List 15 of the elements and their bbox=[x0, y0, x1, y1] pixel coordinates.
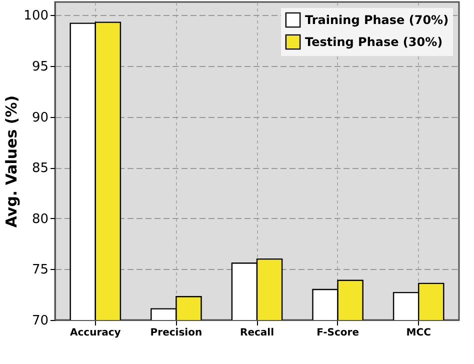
y-tick-label: 85 bbox=[32, 161, 48, 176]
y-tick-label: 75 bbox=[32, 262, 48, 278]
y-axis-title: Avg. Values (%) bbox=[2, 95, 21, 228]
x-tick-label: Precision bbox=[150, 328, 202, 338]
y-tick-label: 100 bbox=[24, 8, 48, 24]
legend-label: Training Phase (70%) bbox=[305, 13, 449, 27]
x-tick-label: Recall bbox=[240, 328, 274, 338]
legend-label: Testing Phase (30%) bbox=[305, 35, 443, 49]
x-tick-label: Accuracy bbox=[70, 328, 122, 338]
x-tick-label: MCC bbox=[406, 328, 431, 338]
y-tick-label: 80 bbox=[32, 212, 48, 227]
x-tick-label: F-Score bbox=[316, 328, 360, 338]
y-tick-label: 70 bbox=[32, 314, 48, 328]
y-tick-label: 90 bbox=[32, 110, 48, 126]
y-tick-label: 95 bbox=[32, 60, 48, 75]
